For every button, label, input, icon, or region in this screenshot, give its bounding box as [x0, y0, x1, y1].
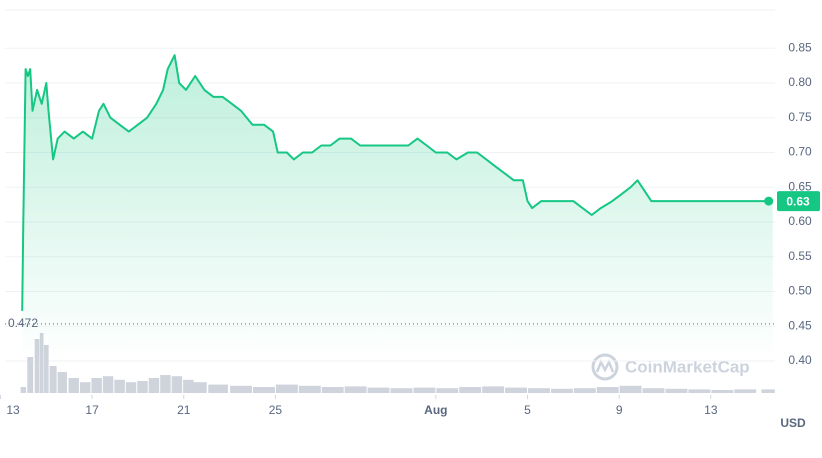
- volume-bar: [298, 385, 321, 393]
- volume-bar: [20, 387, 27, 393]
- x-tick-label: 17: [85, 403, 99, 417]
- last-value-badge: [777, 191, 820, 212]
- currency-label: USD: [780, 416, 806, 430]
- x-tick-label: 25: [269, 403, 283, 417]
- volume-bar: [137, 381, 148, 393]
- volume-bar: [528, 388, 550, 393]
- y-tick-label: 0.45: [788, 318, 812, 332]
- x-tick-label: 13: [704, 403, 718, 417]
- volume-bar: [665, 388, 688, 393]
- volume-bar: [321, 387, 344, 393]
- volume-bar: [183, 379, 194, 393]
- x-tick-label: Aug: [424, 403, 447, 417]
- volume-bar: [482, 386, 505, 393]
- volume-bar: [208, 384, 228, 393]
- y-tick-label: 0.70: [788, 145, 812, 159]
- y-tick-label: 0.60: [788, 214, 812, 228]
- y-tick-label: 0.40: [788, 353, 812, 367]
- volume-bar: [711, 390, 734, 393]
- volume-bar: [125, 382, 137, 393]
- volume-bar: [413, 387, 436, 393]
- watermark-logo-mark: [595, 358, 615, 373]
- volume-bar: [573, 388, 596, 393]
- volume-bar: [367, 387, 390, 393]
- volume-bar: [57, 372, 67, 393]
- y-tick-label: 0.55: [788, 249, 812, 263]
- volume-bar: [43, 345, 49, 393]
- volume-bar: [192, 382, 207, 393]
- volume-bar: [102, 376, 114, 393]
- volume-bar: [344, 386, 367, 393]
- volume-bar: [34, 339, 40, 393]
- price-line: [21, 54, 773, 311]
- last-value-label: 0.63: [786, 194, 810, 208]
- volume-bar: [275, 384, 298, 393]
- volume-bar: [550, 388, 573, 393]
- volume-bar: [230, 385, 252, 393]
- y-tick-label: 0.80: [788, 75, 812, 89]
- volume-bar: [79, 382, 91, 393]
- volume-bar: [49, 366, 57, 393]
- volume-bar: [642, 388, 665, 393]
- y-tick-label: 0.75: [788, 110, 812, 124]
- price-area: [22, 55, 773, 361]
- y-tick-label: 0.65: [788, 179, 812, 193]
- volume-bar: [171, 376, 183, 393]
- x-tick-label: 5: [524, 403, 531, 417]
- volume-bar: [596, 387, 619, 393]
- volume-bar: [436, 388, 459, 393]
- volume-bar: [761, 389, 775, 393]
- volume-bar: [91, 378, 102, 393]
- volume-bar: [459, 387, 482, 393]
- volume-bar: [688, 389, 711, 393]
- x-tick-label: 9: [616, 403, 623, 417]
- x-tick-label: 21: [177, 403, 191, 417]
- volume-bar: [619, 385, 642, 393]
- watermark-text: CoinMarketCap: [625, 357, 750, 376]
- volume-bar: [160, 375, 171, 393]
- volume-bar: [390, 388, 413, 393]
- last-point: [764, 196, 774, 206]
- x-tick-label: 13: [6, 403, 20, 417]
- volume-bar: [114, 379, 125, 393]
- volume-bar: [39, 333, 44, 393]
- volume-bar: [734, 389, 757, 393]
- volume-bar: [68, 378, 79, 393]
- watermark: CoinMarketCap: [591, 353, 750, 381]
- volume-bar: [148, 378, 160, 393]
- min-label: 0.472: [8, 316, 38, 330]
- volume-bar: [253, 387, 275, 393]
- volume-bar: [27, 357, 34, 393]
- y-tick-label: 0.50: [788, 284, 812, 298]
- volume-bar: [505, 387, 527, 393]
- y-tick-label: 0.85: [788, 40, 812, 54]
